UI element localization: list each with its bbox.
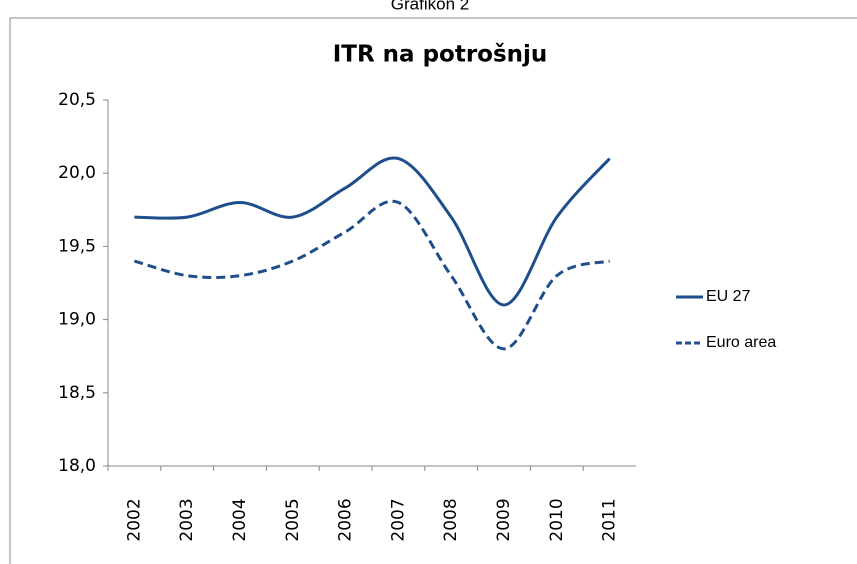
legend-label: EU 27	[706, 288, 751, 305]
x-tick-label: 2006	[336, 498, 356, 541]
x-tick-label: 2009	[494, 498, 514, 541]
x-tick-label: 2002	[124, 498, 144, 541]
y-tick-label: 20,5	[58, 90, 96, 110]
line-series	[134, 156, 611, 307]
legend-label: Euro area	[706, 334, 776, 351]
y-tick-label: 18,5	[58, 383, 96, 403]
x-tick-label: 2005	[283, 498, 303, 541]
caption: Grafikon 2	[391, 0, 469, 13]
y-tick-label: 19,0	[58, 310, 96, 330]
chart-title: ITR na potrošnju	[333, 42, 548, 68]
x-tick-label: 2003	[177, 498, 197, 541]
x-tick-label: 2004	[230, 498, 250, 541]
x-tick-label: 2010	[547, 498, 567, 541]
x-tick-label: 2008	[441, 498, 461, 541]
x-tick-label: 2011	[600, 498, 620, 541]
y-tick-label: 20,0	[58, 163, 96, 183]
x-tick-label: 2007	[388, 498, 408, 541]
y-tick-label: 18,0	[58, 456, 96, 476]
y-tick-label: 19,5	[58, 236, 96, 256]
chart-frame	[9, 17, 857, 564]
line-series	[133, 199, 610, 351]
